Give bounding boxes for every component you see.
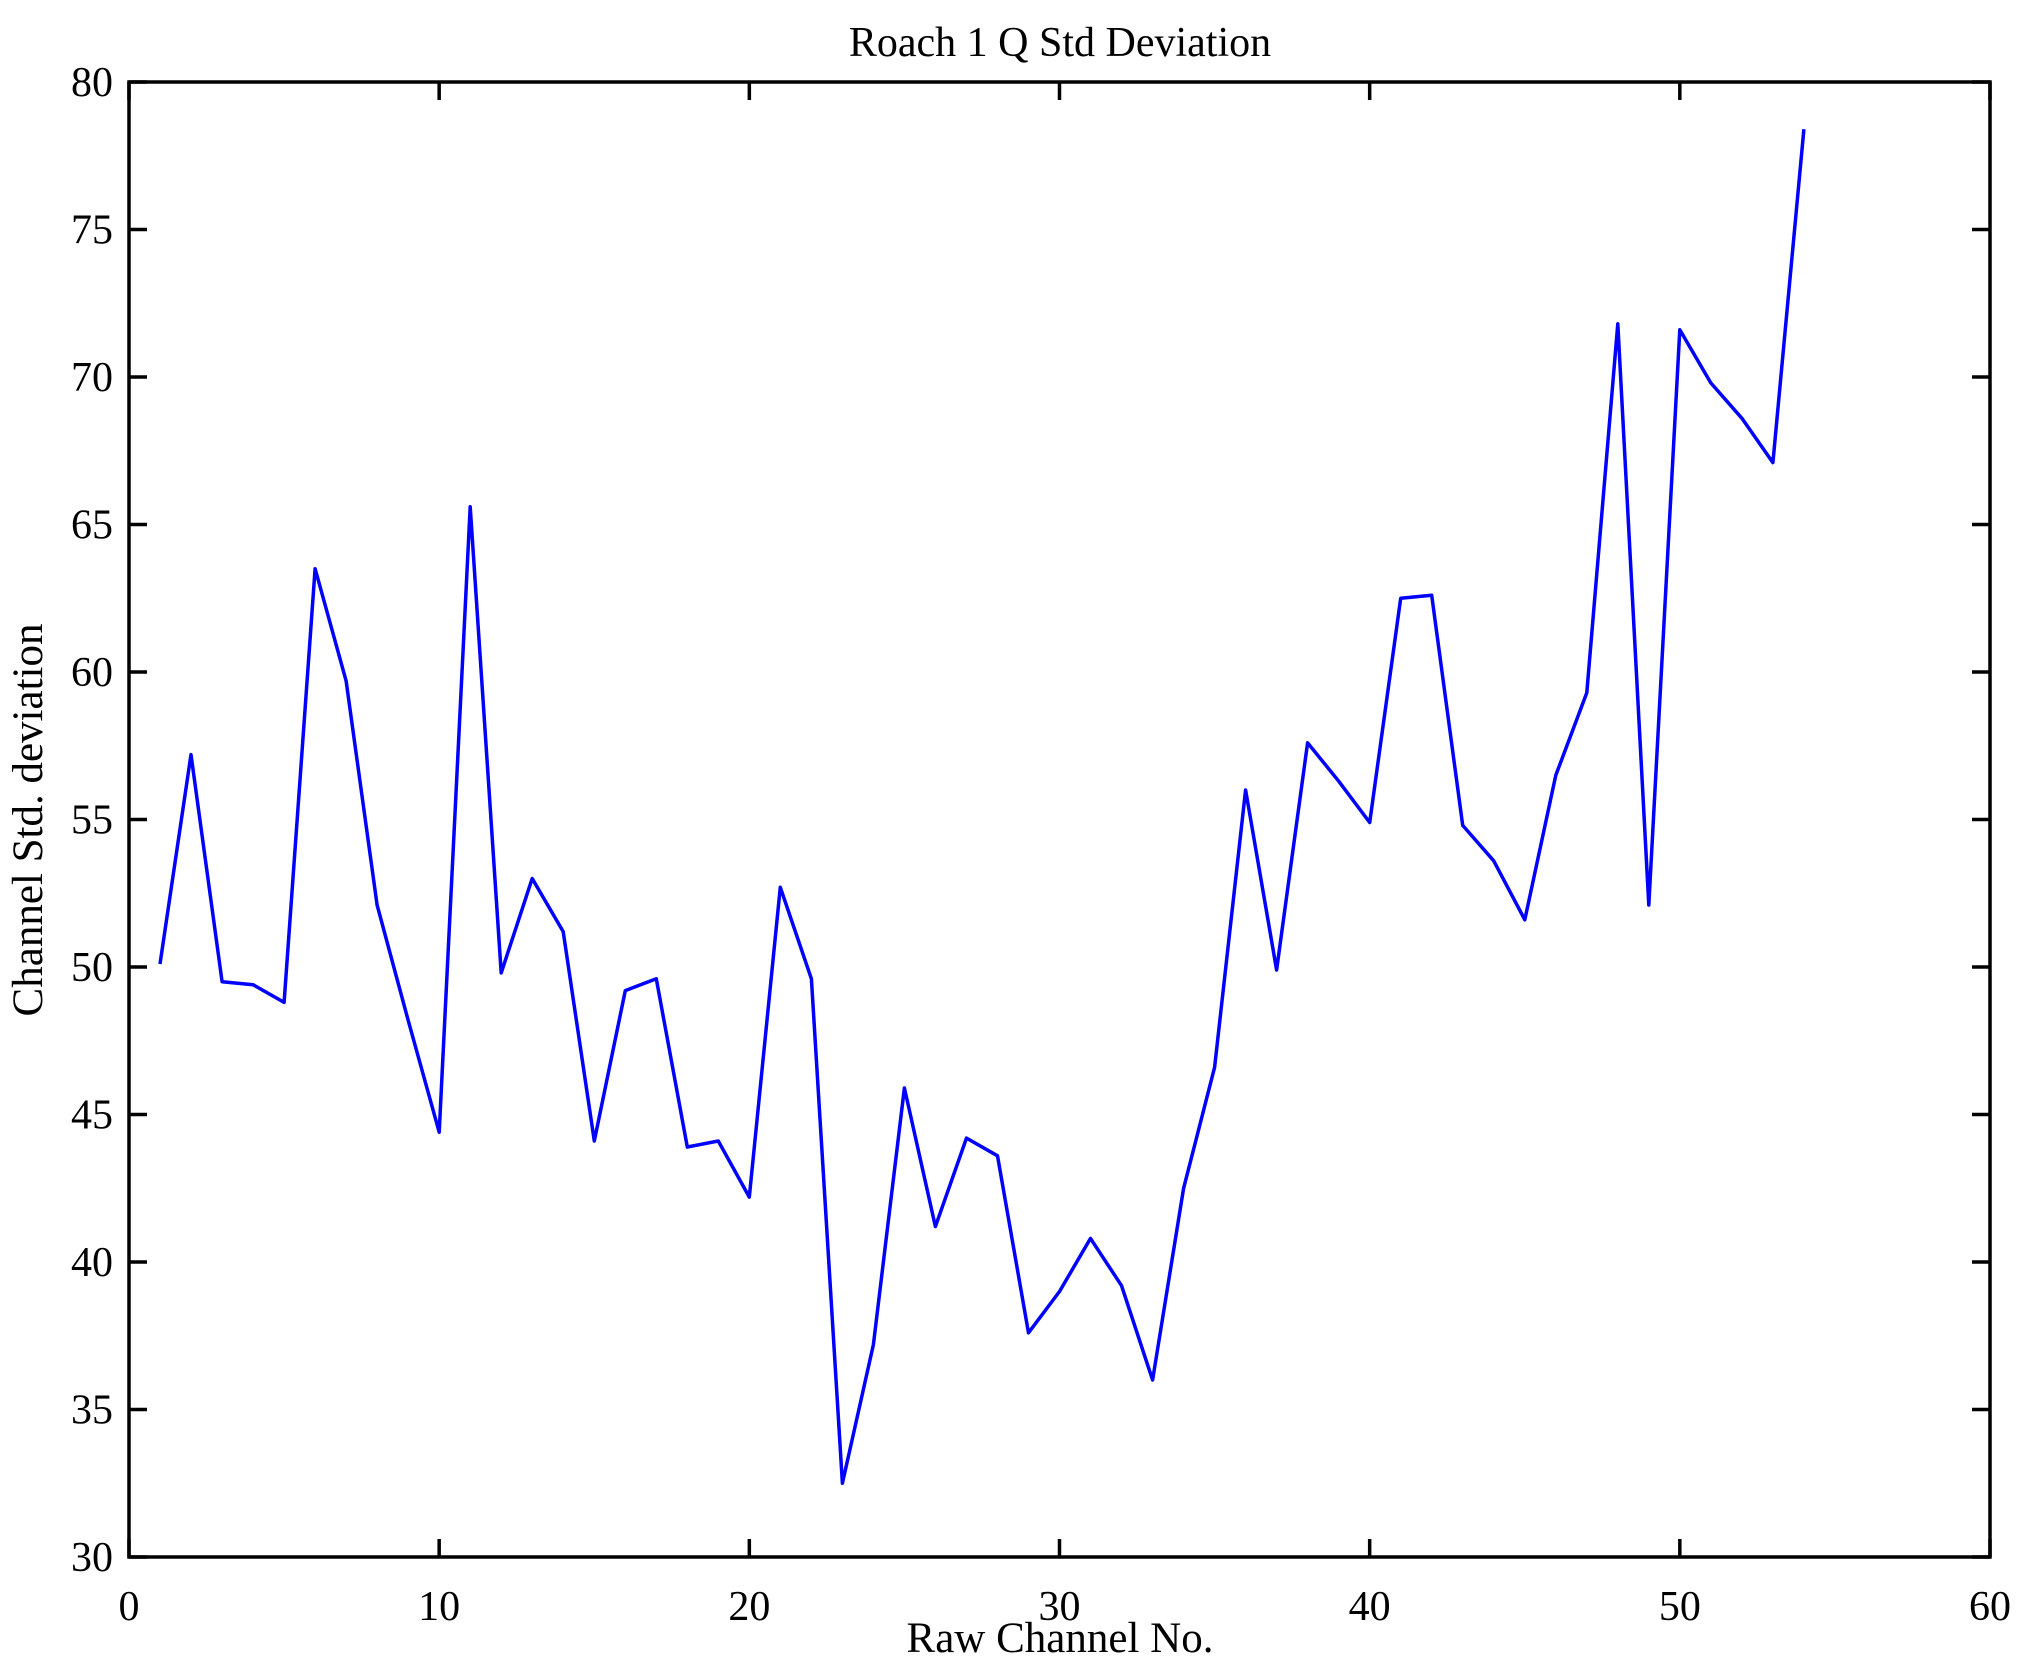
data-series-line — [158, 129, 1806, 1486]
x-tick-label: 60 — [1969, 1584, 2011, 1630]
x-tick-label: 30 — [1039, 1584, 1081, 1630]
y-tick-label: 35 — [71, 1388, 113, 1434]
axes-box — [127, 80, 1992, 1559]
y-tick-label: 50 — [71, 945, 113, 991]
plot-area: 0 10 20 30 40 50 60 30 35 40 45 50 55 60 65 70 75 80 — [71, 60, 2011, 1630]
y-tick-label: 70 — [71, 355, 113, 401]
y-tick-label: 45 — [71, 1093, 113, 1139]
y-tick-label: 60 — [71, 650, 113, 696]
x-tick-label: 40 — [1349, 1584, 1391, 1630]
x-tick-label: 0 — [119, 1584, 140, 1630]
y-tick-label: 30 — [71, 1535, 113, 1581]
x-tick-label: 10 — [418, 1584, 460, 1630]
y-tick-label: 40 — [71, 1240, 113, 1286]
y-tick-label: 75 — [71, 208, 113, 254]
chart-title: Roach 1 Q Std Deviation — [849, 20, 1271, 66]
y-tick-label: 80 — [71, 60, 113, 106]
x-tick-label: 20 — [728, 1584, 770, 1630]
y-tick-label: 55 — [71, 798, 113, 844]
y-tick-label: 65 — [71, 503, 113, 549]
x-tick-label: 50 — [1659, 1584, 1701, 1630]
y-axis-label: Channel Std. deviation — [5, 624, 52, 1017]
x-axis-label: Raw Channel No. — [907, 1615, 1214, 1662]
